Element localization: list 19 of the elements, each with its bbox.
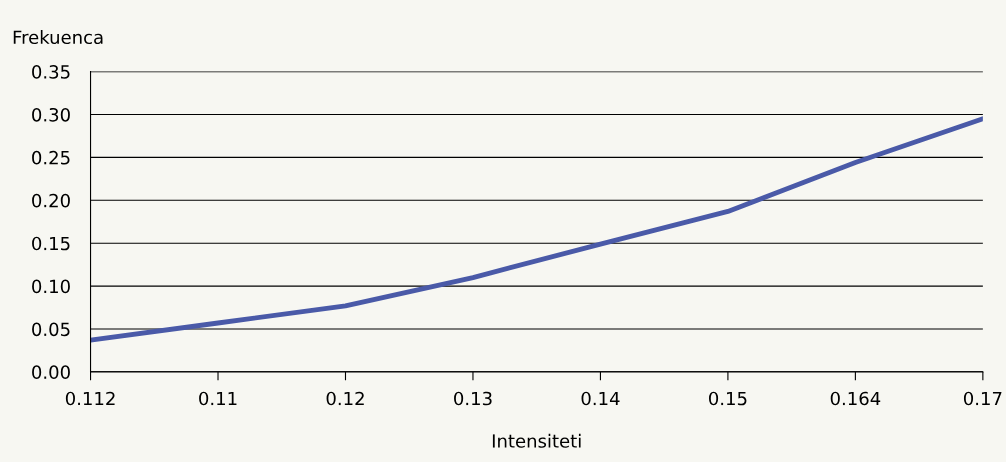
- line-series: [90, 116, 983, 343]
- y-tick-label: 0.35: [32, 65, 70, 79]
- y-tick-label: 0.05: [32, 322, 70, 337]
- x-tick-label: 0.12: [326, 391, 364, 406]
- x-tick-label: 0.15: [709, 391, 747, 406]
- y-tick-label: 0.30: [32, 107, 70, 122]
- x-tick-label: 0.14: [581, 391, 620, 406]
- y-tick-label: 0.10: [32, 279, 70, 294]
- x-tick-label: 0.17: [963, 391, 1002, 406]
- y-axis-title: Frekuenca: [13, 30, 103, 45]
- y-tick-label: 0.25: [32, 150, 70, 165]
- x-tick-label: 0.13: [454, 391, 492, 406]
- x-axis-title: Intensiteti: [492, 433, 581, 448]
- x-tick-label: 0.11: [199, 391, 237, 406]
- y-tick-label: 0.15: [32, 236, 70, 251]
- x-tick-label: 0.164: [830, 391, 881, 406]
- y-tick-label: 0.20: [32, 193, 70, 208]
- x-tick-label: 0.112: [65, 391, 115, 406]
- y-tick-label: 0.00: [32, 365, 70, 380]
